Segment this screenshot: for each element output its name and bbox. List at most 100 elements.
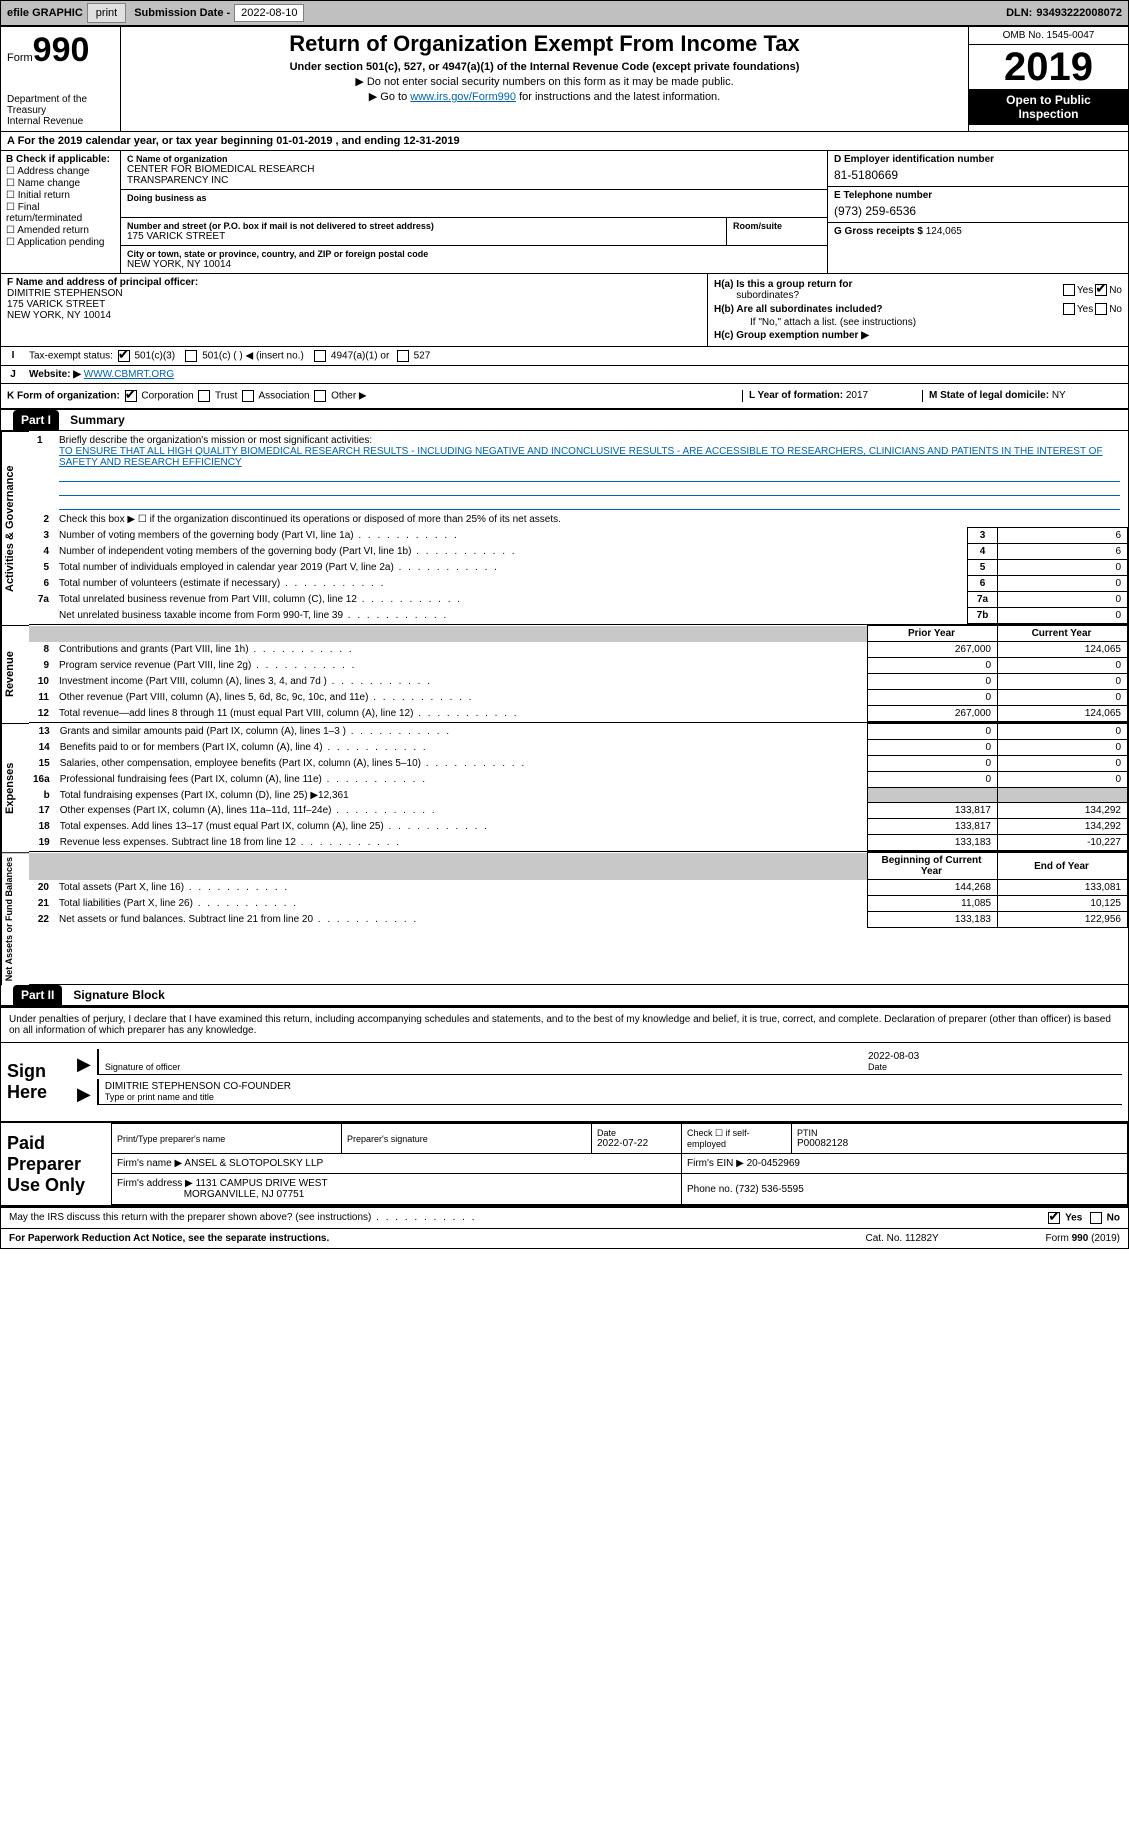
section-c: C Name of organization CENTER FOR BIOMED… [121,151,828,273]
part2-badge: Part II [13,985,62,1005]
side-label-expenses: Expenses [1,723,29,852]
ein-label: D Employer identification number [834,154,1122,165]
mission-block: 1 Briefly describe the organization's mi… [29,431,1128,470]
hb-yes[interactable] [1063,303,1075,315]
city-value: NEW YORK, NY 10014 [127,259,821,270]
chk-other[interactable] [314,390,326,402]
discuss-row: May the IRS discuss this return with the… [1,1207,1128,1228]
ptin-label: PTIN [797,1128,1122,1138]
firm-addr1: 1131 CAMPUS DRIVE WEST [196,1178,328,1189]
firm-phone-label: Phone no. [687,1184,735,1195]
gross-label: G Gross receipts $ [834,226,926,237]
row-i: Tax-exempt status: 501(c)(3) 501(c) ( ) … [25,347,1128,365]
efile-label: efile GRAPHIC [7,7,83,19]
part2-title: Signature Block [65,985,172,1005]
tel-value: (973) 259-6536 [834,204,1122,218]
irs-link[interactable]: www.irs.gov/Form990 [410,91,516,103]
side-label-revenue: Revenue [1,625,29,723]
form-990: Form990 Department of the Treasury Inter… [0,26,1129,1249]
subdate-value: 2022-08-10 [234,4,304,22]
tax-year: 2019 [971,47,1126,87]
chk-4947[interactable] [314,350,326,362]
dln-value: 93493222008072 [1036,7,1122,19]
chk-final-return[interactable]: ☐ Final return/terminated [6,202,115,224]
expenses-table: 13Grants and similar amounts paid (Part … [29,723,1128,851]
row-l: L Year of formation: 2017 [742,390,922,402]
ptin-value: P00082128 [797,1138,848,1149]
part1-title: Summary [62,410,133,430]
section-b-header: B Check if applicable: [6,154,115,165]
section-b: B Check if applicable: ☐ Address change … [1,151,121,273]
dept-line1: Department of the Treasury [7,94,114,116]
officer-name: DIMITRIE STEPHENSON [7,288,123,299]
period-line: A For the 2019 calendar year, or tax yea… [1,132,1128,151]
header-right: OMB No. 1545-0047 2019 Open to Public In… [968,27,1128,131]
chk-527[interactable] [397,350,409,362]
firm-addr2: MORGANVILLE, NJ 07751 [184,1189,305,1200]
ein-value: 81-5180669 [834,168,1122,182]
page-title: Return of Organization Exempt From Incom… [129,31,960,57]
header-title-box: Return of Organization Exempt From Incom… [121,27,968,131]
firm-phone: (732) 536-5595 [735,1184,803,1195]
form-number: 990 [33,31,90,69]
firm-ein: 20-0452969 [747,1158,800,1169]
sig-name-label: Type or print name and title [105,1092,1116,1102]
tel-label: E Telephone number [834,190,1122,201]
website-link[interactable]: WWW.CBMRT.ORG [84,369,174,380]
gross-value: 124,065 [926,226,962,237]
row-k: K Form of organization: Corporation Trus… [7,390,742,402]
row-j: Website: ▶ WWW.CBMRT.ORG [25,366,1128,383]
revenue-table: Prior YearCurrent Year8Contributions and… [29,625,1128,722]
sign-here-label: Sign Here [1,1043,71,1121]
ha-no[interactable] [1095,284,1107,296]
signature-declaration: Under penalties of perjury, I declare th… [1,1006,1128,1042]
firm-ein-label: Firm's EIN ▶ [687,1158,744,1169]
chk-app-pending[interactable]: ☐ Application pending [6,237,115,248]
discuss-yes[interactable] [1048,1212,1060,1224]
chk-assoc[interactable] [242,390,254,402]
sign-here-block: Sign Here ▶ Signature of officer 2022-08… [1,1042,1128,1123]
side-label-netassets: Net Assets or Fund Balances [1,852,29,985]
mission-text: TO ENSURE THAT ALL HIGH QUALITY BIOMEDIC… [59,446,1103,468]
form-id-box: Form990 Department of the Treasury Inter… [1,27,121,131]
discuss-no[interactable] [1090,1212,1102,1224]
firm-name: ANSEL & SLOTOPOLSKY LLP [184,1158,323,1169]
form-word: Form [7,52,33,64]
ha-yes[interactable] [1063,284,1075,296]
chk-amended[interactable]: ☐ Amended return [6,225,115,236]
print-button[interactable]: print [87,3,126,23]
firm-name-label: Firm's name ▶ [117,1158,182,1169]
city-label: City or town, state or province, country… [127,249,821,259]
part1-badge: Part I [13,410,59,430]
chk-501c[interactable] [185,350,197,362]
row-m: M State of legal domicile: NY [922,390,1122,402]
instruction-1: ▶ Do not enter social security numbers o… [129,75,960,88]
dba-label: Doing business as [127,193,821,203]
prep-selfemp: Check ☐ if self-employed [682,1124,792,1154]
officer-addr2: NEW YORK, NY 10014 [7,310,111,321]
prep-sig-label: Preparer's signature [347,1134,586,1144]
footer-catno: Cat. No. 11282Y [866,1233,1046,1244]
chk-trust[interactable] [198,390,210,402]
top-toolbar: efile GRAPHIC print Submission Date - 20… [0,0,1129,26]
chk-name-change[interactable]: ☐ Name change [6,178,115,189]
paid-preparer-block: Paid Preparer Use Only Print/Type prepar… [1,1123,1128,1207]
addr-label: Number and street (or P.O. box if mail i… [127,221,720,231]
subtitle: Under section 501(c), 527, or 4947(a)(1)… [129,61,960,73]
prep-date-label: Date [597,1128,676,1138]
sig-name: DIMITRIE STEPHENSON CO-FOUNDER [105,1081,291,1092]
officer-addr1: 175 VARICK STREET [7,299,105,310]
chk-corp[interactable] [125,390,137,402]
prep-name-label: Print/Type preparer's name [117,1134,336,1144]
side-label-governance: Activities & Governance [1,431,29,625]
officer-label: F Name and address of principal officer: [7,277,198,288]
chk-501c3[interactable] [118,350,130,362]
footer-left: For Paperwork Reduction Act Notice, see … [9,1233,866,1244]
org-name-2: TRANSPARENCY INC [127,175,821,186]
hc-label: H(c) Group exemption number ▶ [714,330,1122,341]
chk-initial-return[interactable]: ☐ Initial return [6,190,115,201]
chk-address-change[interactable]: ☐ Address change [6,166,115,177]
netassets-table: Beginning of Current YearEnd of Year20To… [29,852,1128,928]
arrow-icon: ▶ [77,1054,91,1075]
hb-no[interactable] [1095,303,1107,315]
